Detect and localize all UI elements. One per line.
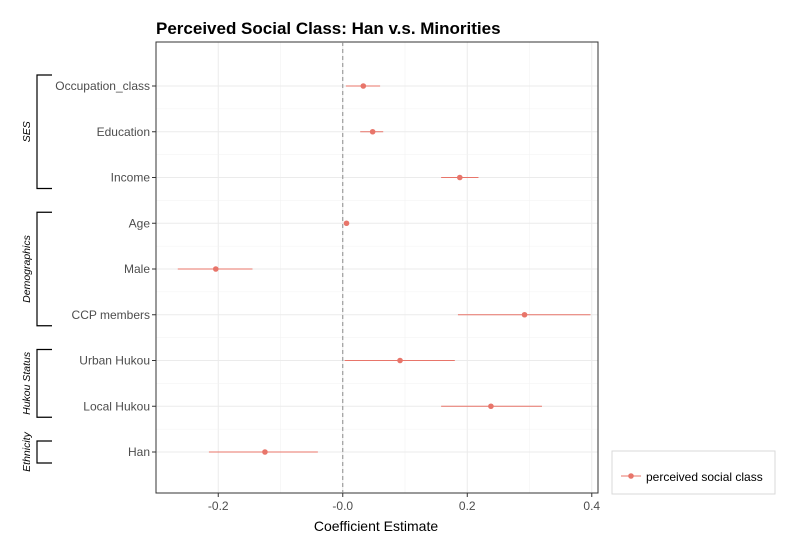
group-label-demographics: Demographics xyxy=(21,234,33,302)
bracket-hukou-status xyxy=(36,348,52,418)
x-tick-label: -0.2 xyxy=(208,499,229,513)
group-label-hukou-status: Hukou Status xyxy=(21,351,33,415)
point-local-hukou xyxy=(488,403,494,410)
chart-title: Perceived Social Class: Han v.s. Minorit… xyxy=(156,19,501,38)
group-label-ethnicity: Ethnicity xyxy=(21,431,33,471)
x-axis: -0.2 -0.0 0.2 0.4 xyxy=(208,493,600,513)
y-label-ccp-members: CCP members xyxy=(72,308,150,322)
y-label-male: Male xyxy=(124,262,150,276)
bracket-ethnicity xyxy=(36,440,52,464)
plot-border xyxy=(155,41,599,494)
y-label-occupation-class: Occupation_class xyxy=(55,79,150,93)
y-label-han: Han xyxy=(128,445,150,459)
point-ccp-members xyxy=(521,311,528,318)
legend-label: perceived social class xyxy=(646,470,763,484)
x-tick-label: 0.4 xyxy=(583,499,600,513)
y-label-education: Education xyxy=(97,125,150,139)
legend: perceived social class xyxy=(611,450,776,495)
plot-grid xyxy=(155,41,599,494)
bracket-demographics xyxy=(36,211,52,327)
y-label-income: Income xyxy=(111,171,151,185)
x-tick-label: 0.2 xyxy=(459,499,476,513)
legend-key-point xyxy=(628,473,634,479)
point-age xyxy=(343,220,350,227)
plot-background xyxy=(156,42,598,493)
point-occupation-class xyxy=(360,83,367,89)
y-axis-labels: Occupation_class Education Income Age Male CC… xyxy=(55,79,156,459)
y-label-local-hukou: Local Hukou xyxy=(83,399,150,413)
variable-group-brackets: SES Demographics Hukou Status Ethnicity xyxy=(21,74,52,472)
group-label-ses: SES xyxy=(21,121,33,142)
y-label-age: Age xyxy=(129,216,151,230)
point-education xyxy=(369,128,376,135)
legend-box xyxy=(611,450,776,495)
x-axis-title: Coefficient Estimate xyxy=(314,518,438,534)
y-label-urban-hukou: Urban Hukou xyxy=(79,354,150,368)
bracket-ses xyxy=(36,74,52,190)
point-han xyxy=(262,449,268,455)
coefficient-marks xyxy=(177,83,591,455)
point-urban-hukou xyxy=(397,357,403,364)
x-tick-label: -0.0 xyxy=(332,499,353,513)
point-income xyxy=(456,174,463,181)
point-male xyxy=(212,266,219,272)
